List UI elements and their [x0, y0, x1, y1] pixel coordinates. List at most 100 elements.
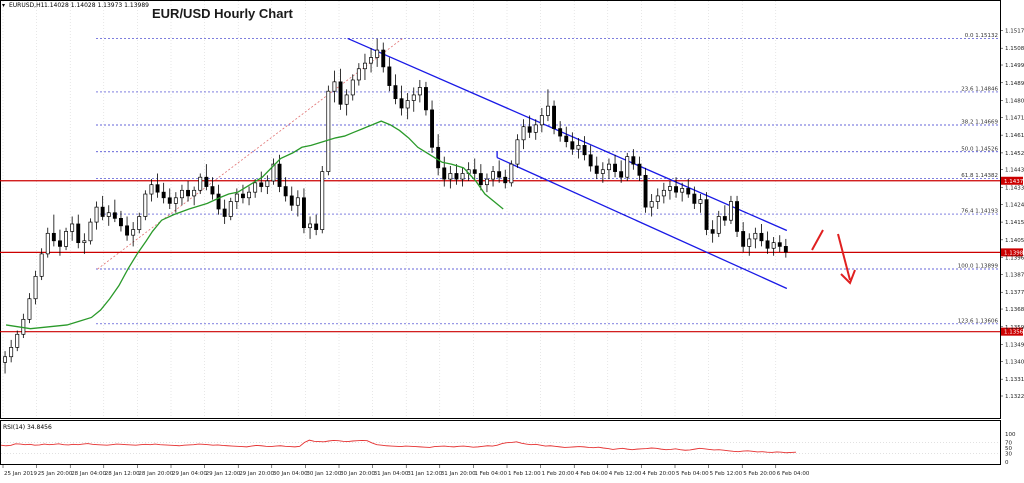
y-tick-label: 1.14990: [1005, 63, 1024, 69]
x-tick-label: 31 Jan 20:00: [441, 471, 476, 477]
y-tick-label: 1.13775: [1005, 290, 1024, 296]
x-tick-label: 28 Jan 04:00: [71, 471, 106, 477]
candle-body: [375, 49, 380, 58]
candle-body: [680, 188, 685, 193]
candle-body: [497, 171, 502, 178]
candle-body: [265, 180, 270, 187]
candle-body: [253, 182, 258, 193]
candle-body: [259, 182, 264, 187]
candle-body: [417, 87, 422, 96]
price-tag-label: 1.13564: [1004, 330, 1024, 336]
candle-body: [39, 253, 44, 277]
candle-body: [167, 197, 172, 204]
candle-body: [57, 240, 62, 247]
candle-body: [399, 98, 404, 109]
bounce-line: [811, 229, 824, 251]
y-tick-label: 1.14335: [1005, 185, 1024, 191]
moving-average: [5, 120, 504, 330]
candle-body: [94, 206, 99, 223]
channel-upper-line: [347, 37, 788, 232]
candle-body: [552, 105, 557, 129]
candle-body: [15, 333, 20, 348]
candle-body: [338, 81, 343, 105]
x-tick-label: 28 Jan 12:00: [105, 471, 140, 477]
candle-body: [3, 356, 7, 363]
candle-body: [674, 186, 679, 193]
candle-body: [363, 62, 367, 70]
candle-body: [527, 126, 532, 133]
y-tick-label: 1.14615: [1005, 133, 1024, 139]
y-tick-label: 1.14895: [1005, 81, 1024, 87]
y-tick-label: 1.13310: [1005, 377, 1024, 383]
y-tick-label: 1.15080: [1005, 46, 1024, 52]
candle-body: [588, 154, 593, 167]
symbol-dropdown-icon[interactable]: ▾: [2, 2, 5, 9]
candle-body: [637, 163, 642, 176]
candle-body: [631, 156, 636, 165]
candle-body: [539, 115, 544, 126]
candle-body: [51, 232, 56, 242]
candle-body: [735, 201, 740, 232]
price-axis: 1.15175 1.15080 1.14990 1.14895 1.14800 1.147…: [1000, 28, 1024, 400]
candle-body: [515, 139, 520, 165]
price-tag: [1001, 327, 1023, 336]
candle-body: [155, 184, 160, 193]
candlesticks: [3, 38, 788, 374]
candle-body: [436, 146, 441, 169]
ohlc-readout: 1.14028 1.14028 1.13973 1.13989: [44, 2, 149, 9]
price-tag-label: 1.13988: [1004, 250, 1024, 256]
candle-body: [765, 240, 770, 249]
down-arrow-shaft: [837, 233, 851, 281]
candle-body: [204, 176, 209, 187]
candle-body: [137, 216, 142, 230]
candle-body: [210, 186, 215, 195]
projection-arrows: [811, 229, 856, 285]
candle-body: [430, 109, 435, 148]
candle-body: [558, 128, 563, 137]
descending-channel: [347, 37, 788, 290]
candle-body: [192, 189, 197, 197]
rsi-line: [0, 439, 797, 454]
candle-body: [478, 173, 483, 186]
candle-body: [747, 238, 752, 247]
candle-body: [173, 197, 178, 204]
x-tick-label: 5 Feb 04:00: [676, 471, 709, 477]
candle-body: [228, 201, 233, 217]
x-tick-label: 4 Feb 12:00: [609, 471, 642, 477]
candle-body: [503, 176, 508, 184]
rsi-tick-label: 50: [1005, 446, 1012, 452]
candle-body: [698, 199, 703, 204]
candle-body: [570, 141, 575, 150]
x-tick-label: 29 Jan 04:00: [172, 471, 207, 477]
x-tick-label: 5 Feb 12:00: [710, 471, 743, 477]
candle-body: [606, 163, 611, 171]
candle-body: [741, 231, 746, 247]
candle-body: [70, 223, 75, 232]
y-tick-label: 1.14800: [1005, 99, 1024, 105]
candle-body: [594, 165, 599, 174]
candle-body: [716, 216, 721, 234]
fib-label: 0.0 1.15132: [965, 33, 998, 39]
candle-body: [271, 163, 276, 182]
price-grid: [2, 1, 777, 418]
candle-body: [198, 176, 203, 191]
x-tick-label: 29 Jan 20:00: [239, 471, 274, 477]
candle-body: [277, 163, 282, 187]
x-tick-label: 30 Jan 12:00: [306, 471, 341, 477]
x-tick-label: 31 Jan 12:00: [407, 471, 442, 477]
candle-body: [241, 193, 245, 199]
y-tick-label: 1.13405: [1005, 359, 1024, 365]
candle-body: [777, 242, 782, 247]
candle-body: [234, 193, 239, 202]
rsi-pane-border: [0, 420, 1001, 465]
candle-body: [460, 173, 465, 180]
candle-body: [759, 232, 764, 242]
candle-body: [710, 229, 715, 234]
candle-body: [149, 184, 154, 195]
y-tick-label: 1.13590: [1005, 325, 1024, 331]
